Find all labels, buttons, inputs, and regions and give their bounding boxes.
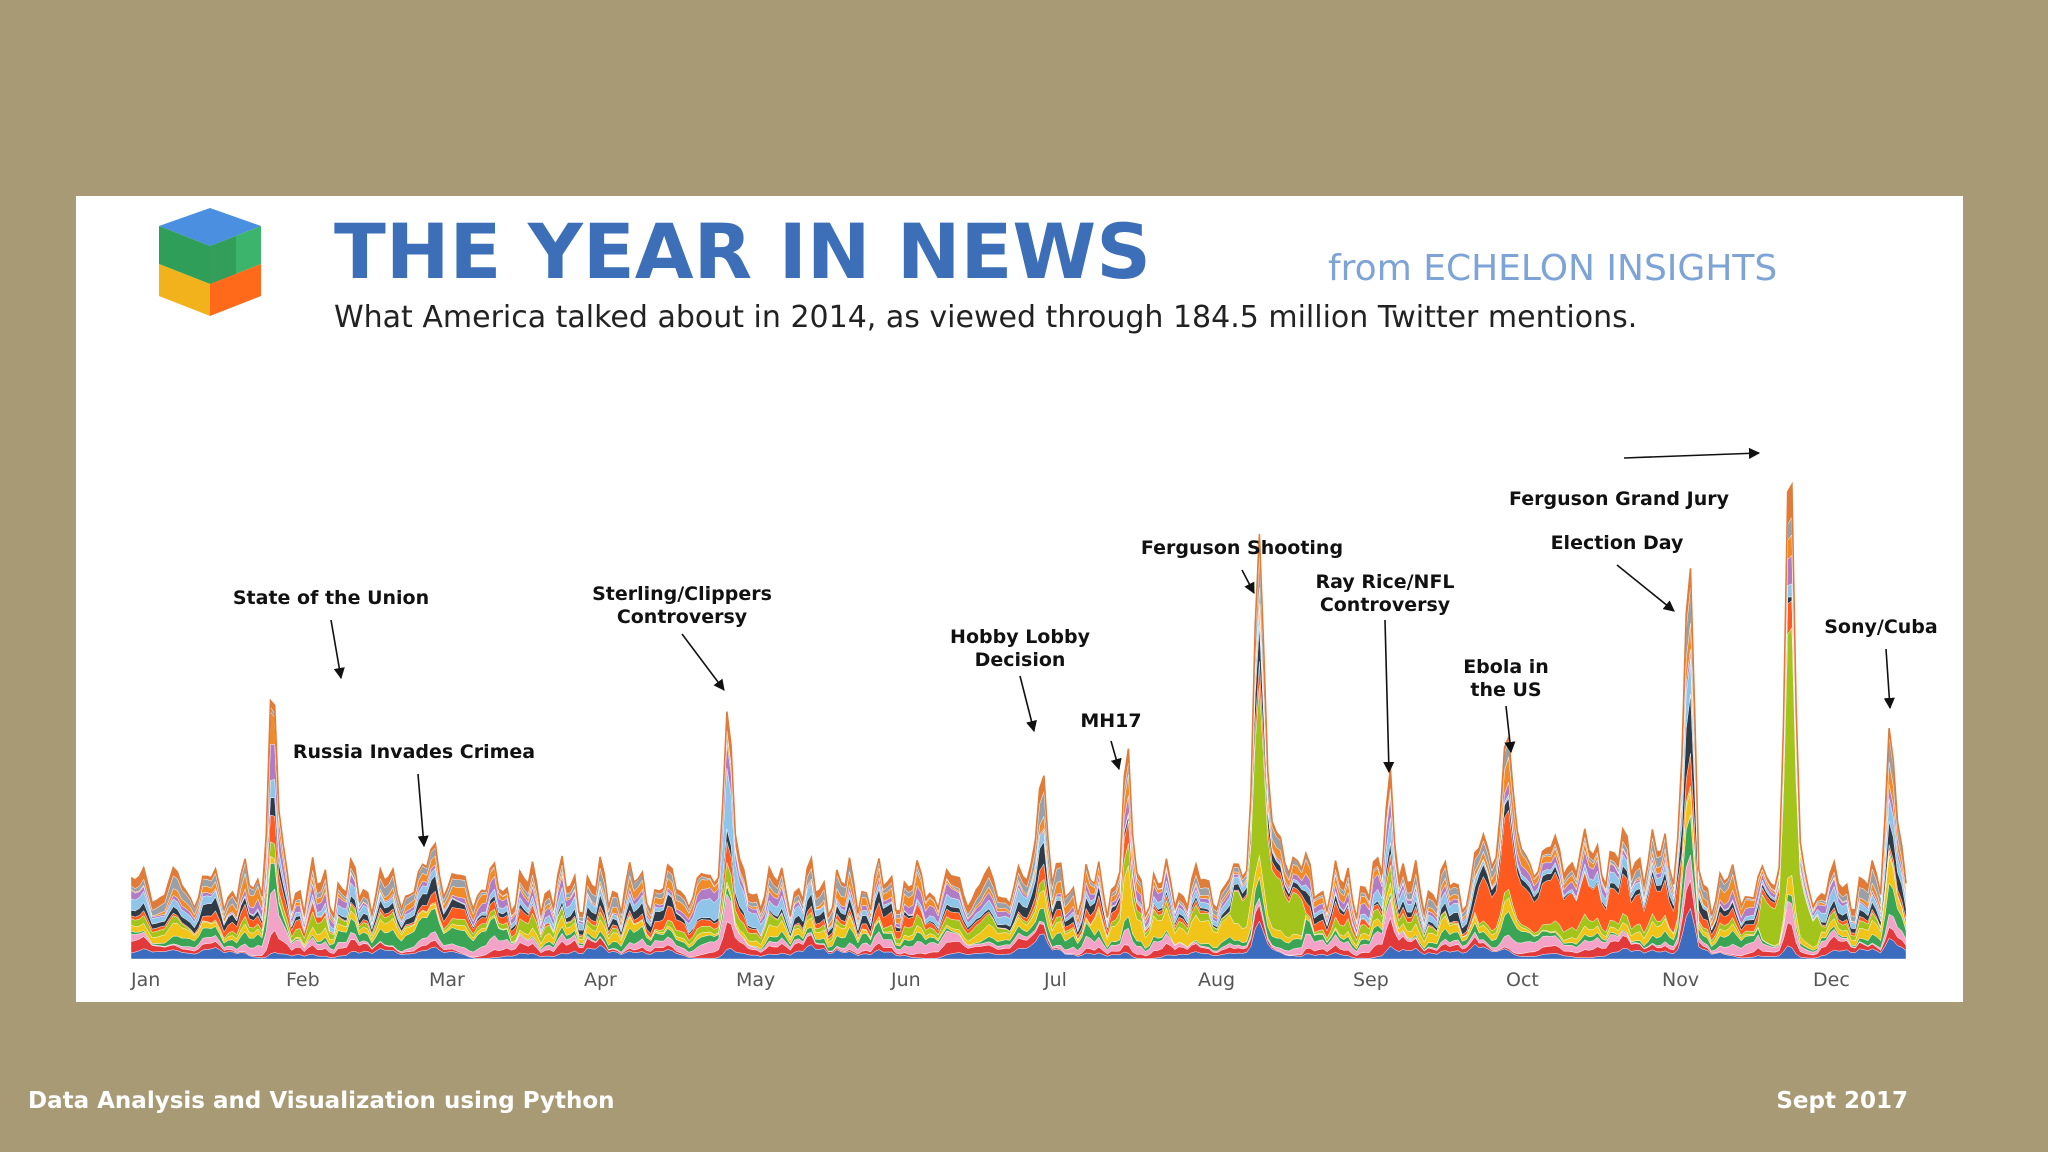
annotation-arrow	[1241, 569, 1255, 594]
annotation-1: Russia Invades Crimea	[293, 741, 535, 848]
x-tick-feb: Feb	[286, 969, 320, 991]
annotation-9: Ferguson Grand Jury	[1509, 447, 1761, 510]
x-tick-dec: Dec	[1813, 969, 1850, 991]
annotation-arrow	[681, 633, 725, 691]
annotation-arrow	[1110, 740, 1122, 771]
annotation-arrow	[330, 619, 345, 680]
annotation-label: Ferguson Grand Jury	[1509, 488, 1730, 510]
chart-subtitle: What America talked about in 2014, as vi…	[334, 300, 1637, 335]
chart-title: THE YEAR IN NEWS	[334, 207, 1151, 296]
annotation-label: Sony/Cuba	[1824, 616, 1937, 638]
x-tick-aug: Aug	[1198, 969, 1235, 991]
area-top-outline	[130, 481, 1907, 919]
annotation-label: Sterling/Clippers	[592, 583, 772, 605]
annotation-label: Controversy	[1320, 594, 1451, 616]
chart-card: THE YEAR IN NEWS from ECHELON INSIGHTS W…	[76, 196, 1963, 1002]
annotation-label: Ray Rice/NFL	[1315, 571, 1454, 593]
x-tick-jul: Jul	[1043, 969, 1067, 991]
annotation-arrow	[1883, 648, 1895, 710]
annotation-8: Election Day	[1551, 532, 1684, 612]
annotation-10: Sony/Cuba	[1824, 616, 1938, 710]
annotation-label: MH17	[1080, 710, 1141, 732]
x-tick-may: May	[736, 969, 775, 991]
annotation-label: Controversy	[617, 606, 748, 628]
annotation-label: Decision	[975, 649, 1066, 671]
x-tick-apr: Apr	[584, 969, 617, 991]
annotation-0: State of the Union	[233, 587, 429, 680]
annotation-label: Election Day	[1551, 532, 1684, 554]
annotation-arrow	[1504, 705, 1516, 754]
x-tick-mar: Mar	[429, 969, 465, 991]
x-axis-ticks: Jan Feb Mar Apr May Jun Jul Aug Sep Oct Nov Dec	[130, 969, 1850, 991]
annotation-label: State of the Union	[233, 587, 429, 609]
echelon-logo-icon	[159, 208, 261, 316]
footer-course-title: Data Analysis and Visualization using Py…	[28, 1088, 615, 1114]
x-tick-oct: Oct	[1506, 969, 1539, 991]
x-tick-jun: Jun	[890, 969, 921, 991]
annotation-4: MH17	[1080, 710, 1142, 771]
annotation-label: Ferguson Shooting	[1141, 537, 1343, 559]
brand-label: from ECHELON INSIGHTS	[1328, 248, 1777, 289]
annotation-label: the US	[1470, 679, 1541, 701]
annotation-arrow	[1019, 675, 1037, 733]
chart-svg: THE YEAR IN NEWS from ECHELON INSIGHTS W…	[130, 207, 1938, 991]
annotation-arrow	[1616, 564, 1675, 612]
annotation-5: Ferguson Shooting	[1141, 537, 1343, 594]
annotation-arrow	[1383, 619, 1395, 774]
footer-date: Sept 2017	[1776, 1088, 1908, 1114]
annotation-label: Hobby Lobby	[950, 626, 1091, 648]
chart-annotations: State of the Union Russia Invades Crimea S…	[233, 447, 1938, 848]
x-tick-jan: Jan	[130, 969, 160, 991]
annotation-arrow	[417, 773, 429, 848]
x-tick-nov: Nov	[1662, 969, 1699, 991]
stacked-area-layers	[130, 481, 1907, 960]
x-tick-sep: Sep	[1353, 969, 1389, 991]
annotation-label: Ebola in	[1463, 656, 1549, 678]
annotation-label: Russia Invades Crimea	[293, 741, 535, 763]
annotation-arrow	[1623, 447, 1761, 459]
